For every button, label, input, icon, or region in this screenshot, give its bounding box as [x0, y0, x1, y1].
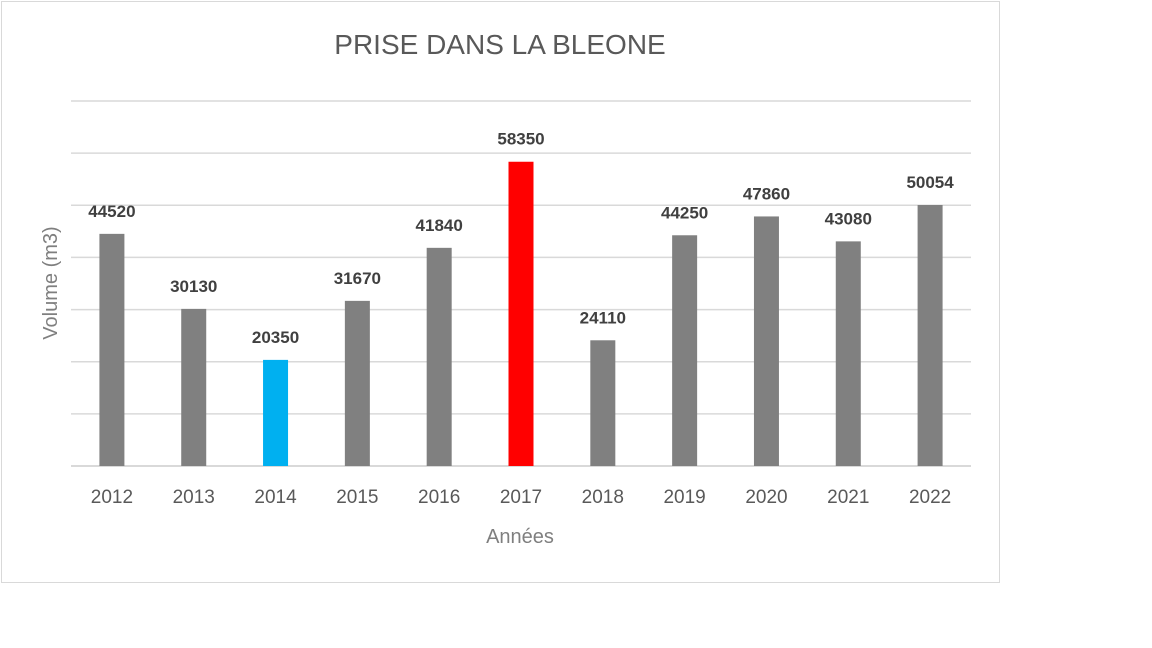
x-tick-label-2019: 2019 [663, 487, 705, 508]
x-tick-label-2021: 2021 [827, 487, 869, 508]
x-tick-label-2016: 2016 [418, 487, 460, 508]
data-label-2020: 47860 [743, 184, 790, 203]
bar-2018 [590, 340, 616, 466]
data-label-2016: 41840 [416, 216, 463, 235]
x-tick-label-2015: 2015 [336, 487, 378, 508]
x-tick-label-2017: 2017 [500, 487, 542, 508]
data-label-2012: 44520 [88, 202, 135, 221]
x-tick-label-2022: 2022 [909, 487, 951, 508]
bar-2016 [426, 247, 452, 466]
x-axis-title: Années [486, 526, 554, 548]
bar-2017 [508, 161, 534, 466]
data-label-2014: 20350 [252, 328, 299, 347]
data-label-2015: 31670 [334, 269, 381, 288]
bar-2014 [263, 359, 289, 466]
data-label-2013: 30130 [170, 277, 217, 296]
data-label-2022: 50054 [906, 173, 954, 192]
data-label-2018: 24110 [580, 308, 626, 327]
bars [99, 161, 943, 466]
chart-frame [1, 1, 1000, 583]
data-labels: 44520 30130 20350 31670 41840 58350 24110 44250… [88, 130, 954, 347]
bar-2013 [181, 308, 207, 466]
x-tick-label-2014: 2014 [254, 487, 297, 508]
data-label-2019: 44250 [661, 203, 708, 222]
data-label-2021: 43080 [825, 209, 872, 228]
x-tick-label-2012: 2012 [91, 487, 133, 508]
bar-2019 [672, 235, 698, 466]
bar-2012 [99, 233, 125, 466]
bar-2022 [917, 205, 943, 466]
x-tick-label-2013: 2013 [173, 487, 215, 508]
x-tick-label-2018: 2018 [582, 487, 624, 508]
x-tick-label-2020: 2020 [745, 487, 787, 508]
x-axis-ticks: 2012 2013 2014 2015 2016 2017 2018 2019 2020 2021… [91, 487, 951, 508]
bar-2021 [835, 241, 861, 466]
bar-2015 [344, 300, 370, 466]
bar-2020 [753, 216, 779, 466]
y-axis-title: Volume (m3) [40, 226, 62, 339]
data-label-2017: 58350 [497, 130, 544, 149]
chart-title: PRISE DANS LA BLEONE [334, 29, 665, 60]
